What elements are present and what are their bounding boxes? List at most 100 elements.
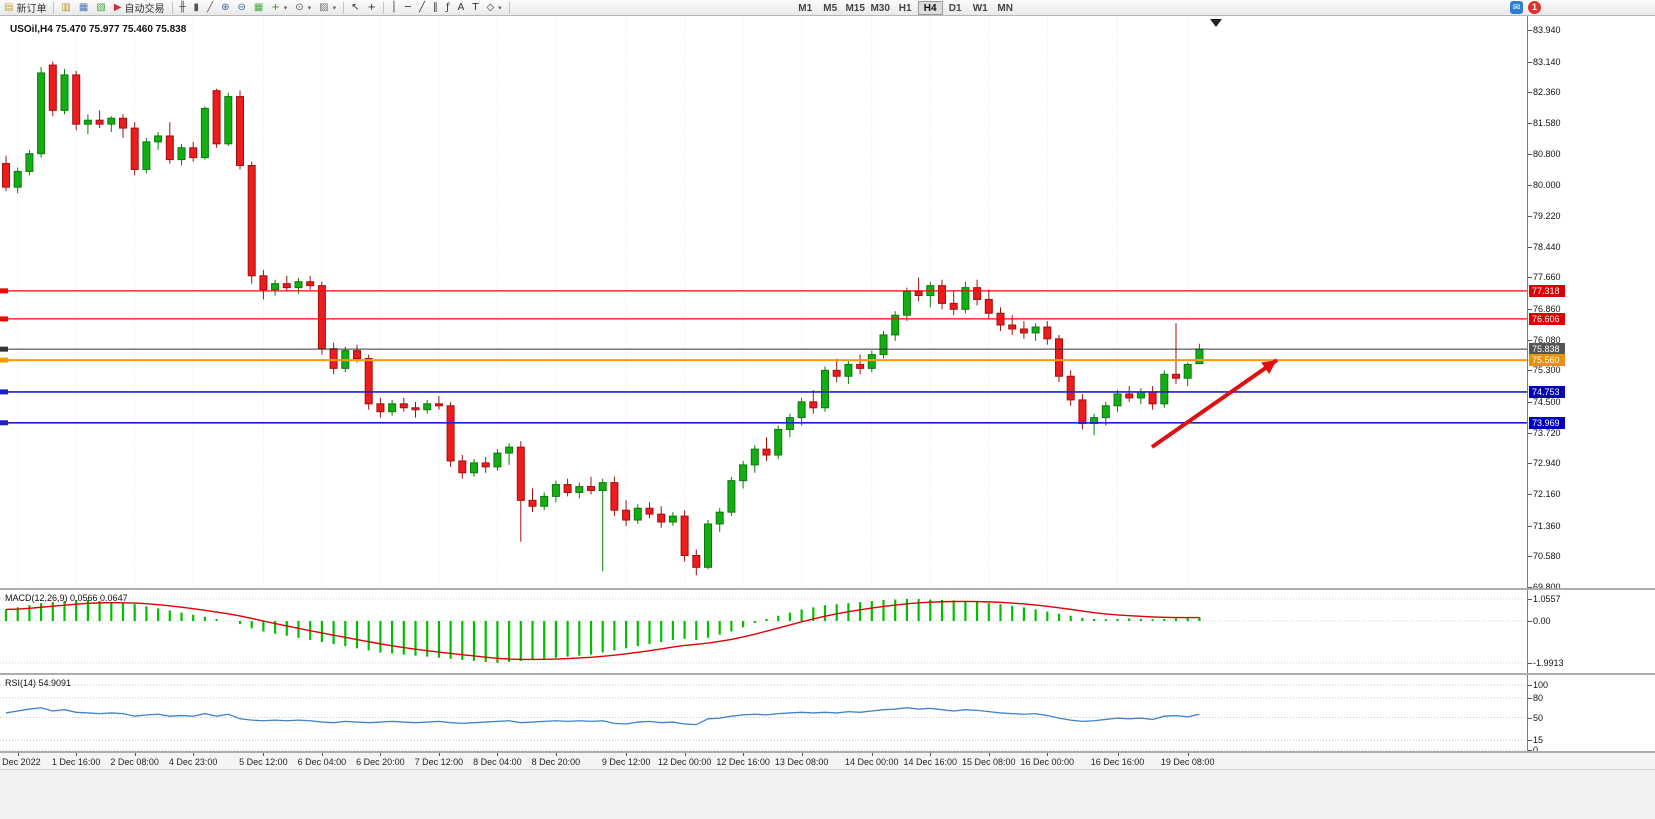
time-tick xyxy=(380,753,382,756)
timeframe-m30[interactable]: M30 xyxy=(870,2,890,14)
trendline-button[interactable]: ╱ xyxy=(415,1,429,15)
time-axis-label: 12 Dec 16:00 xyxy=(716,757,770,767)
time-tick xyxy=(438,753,440,756)
bar-chart-button[interactable]: ╫ xyxy=(176,1,190,15)
price-axis-label: 79.220 xyxy=(1533,210,1561,221)
price-line-tag: 76.606 xyxy=(1529,312,1565,325)
axis-tick xyxy=(1528,556,1532,558)
axis-tick xyxy=(1528,698,1532,699)
channel-button[interactable]: ∥ xyxy=(429,1,442,15)
timeframe-mn[interactable]: MN xyxy=(997,2,1013,14)
price-axis[interactable]: 83.940 83.140 82.360 81.580 80.800 80.000 79.2… xyxy=(1527,16,1655,592)
axis-tick xyxy=(1528,685,1532,686)
auto-trading-button-label: 自动交易 xyxy=(124,4,165,15)
periods-button[interactable]: ⊙ ▾ xyxy=(291,1,315,15)
chevron-down-icon: ▾ xyxy=(498,4,502,12)
fibonacci-button[interactable]: ƒ xyxy=(442,1,454,15)
zoom-in-button[interactable]: ⊕ xyxy=(217,1,233,15)
time-tick xyxy=(1117,753,1119,756)
macd-chart[interactable] xyxy=(0,590,1527,673)
price-line-tag: 73.969 xyxy=(1529,416,1565,429)
timeframe-m1[interactable]: M1 xyxy=(798,2,813,14)
new-order-button-label: 新订单 xyxy=(16,4,47,15)
ohlc-header: USOil,H4 75.470 75.977 75.460 75.838 xyxy=(10,24,186,35)
notification-badge[interactable]: 1 xyxy=(1528,1,1541,14)
time-axis-label: 14 Dec 00:00 xyxy=(845,757,899,767)
data-window-button[interactable]: ▦ xyxy=(75,1,92,15)
time-axis-label: 2 Dec 08:00 xyxy=(110,757,159,767)
macd-panel[interactable]: MACD(12,26,9) 0.0566 0.0647 1.0557 0.00 -1… xyxy=(0,590,1655,673)
panel-separator[interactable] xyxy=(0,751,1655,753)
auto-trading-button[interactable]: ▶ 自动交易 xyxy=(110,1,169,16)
navigator-button[interactable]: ▧ xyxy=(92,1,109,15)
crosshair-button[interactable]: + xyxy=(364,1,380,15)
price-axis-label: 77.660 xyxy=(1533,272,1561,283)
candlestick-chart-button[interactable]: ▮ xyxy=(190,1,204,15)
time-axis-label: 16 Dec 00:00 xyxy=(1020,757,1075,767)
time-axis-label: 4 Dec 23:00 xyxy=(168,757,218,767)
profiles-button[interactable]: ▥ xyxy=(57,1,74,15)
axis-tick xyxy=(1528,525,1532,527)
time-tick xyxy=(555,753,557,756)
timeframe-h1[interactable]: H1 xyxy=(898,2,912,14)
timeframe-d1[interactable]: D1 xyxy=(948,2,962,14)
cursor-button[interactable]: ↖ xyxy=(347,1,363,15)
line-chart-button[interactable]: ╱ xyxy=(203,1,217,15)
axis-tick xyxy=(1528,463,1532,465)
templates-button[interactable]: ▨ ▾ xyxy=(315,1,340,15)
axis-tick xyxy=(1528,740,1532,742)
time-tick xyxy=(743,753,745,756)
tile-windows-button[interactable]: ▦ xyxy=(250,1,267,15)
rsi-label: RSI(14) 54.9091 xyxy=(5,678,72,688)
price-axis-label: 83.940 xyxy=(1533,25,1561,35)
price-chart-panel[interactable]: USOil,H4 75.470 75.977 75.460 75.838 83.… xyxy=(0,16,1655,592)
time-axis-label: 13 Dec 08:00 xyxy=(774,757,829,767)
time-axis[interactable]: 1 Dec 2022 1 Dec 16:00 2 Dec 08:00 4 Dec 23… xyxy=(0,753,1655,769)
toolbar-separator xyxy=(343,1,345,14)
macd-axis[interactable]: 1.0557 0.00 -1.9913 xyxy=(1527,590,1655,673)
axis-tick xyxy=(1528,717,1532,719)
clock-icon: ⊙ xyxy=(295,1,304,13)
time-tick xyxy=(17,753,19,756)
text-icon: A xyxy=(457,1,465,13)
timeframe-w1[interactable]: W1 xyxy=(972,2,988,14)
channel-icon: ∥ xyxy=(432,1,438,13)
price-axis-label: 82.360 xyxy=(1533,87,1561,98)
new-order-button[interactable]: ▤ 新订单 xyxy=(0,1,50,16)
timeframe-m5[interactable]: M5 xyxy=(823,2,838,14)
time-tick xyxy=(626,753,628,756)
candlestick-chart[interactable] xyxy=(0,16,1527,588)
vertical-line-button[interactable]: │ xyxy=(387,1,401,15)
time-tick xyxy=(76,753,78,756)
rsi-axis[interactable]: 100 80 50 15 0 xyxy=(1527,675,1655,755)
time-axis-label: 8 Dec 20:00 xyxy=(531,757,581,767)
price-axis-label: 80.800 xyxy=(1533,148,1561,159)
price-axis-label: 76.080 xyxy=(1533,334,1561,345)
price-axis-label: 83.140 xyxy=(1533,56,1561,67)
toolbar-separator xyxy=(508,1,510,14)
axis-tick xyxy=(1528,277,1532,279)
zoom-out-button[interactable]: ⊖ xyxy=(233,1,249,15)
text-button[interactable]: A xyxy=(454,1,469,15)
price-axis-label: 75.300 xyxy=(1533,365,1561,376)
panel-separator[interactable] xyxy=(0,588,1655,590)
time-axis-label: 15 Dec 08:00 xyxy=(962,757,1016,767)
axis-tick xyxy=(1528,587,1532,588)
axis-tick xyxy=(1528,621,1532,622)
rsi-panel[interactable]: RSI(14) 54.9091 100 80 50 15 0 xyxy=(0,675,1655,755)
bottom-filler xyxy=(0,769,1655,819)
panel-separator[interactable] xyxy=(0,673,1655,675)
timeframe-h4[interactable]: H4 xyxy=(917,0,943,15)
label-button[interactable]: T xyxy=(468,1,482,15)
rsi-chart[interactable] xyxy=(0,675,1527,751)
zoom-out-icon: ⊖ xyxy=(237,1,246,13)
indicators-button[interactable]: + ▾ xyxy=(267,1,291,15)
zoom-in-icon: ⊕ xyxy=(221,1,230,13)
shapes-button[interactable]: ◇ ▾ xyxy=(482,1,505,15)
timeframe-m15[interactable]: M15 xyxy=(845,2,865,14)
community-icon[interactable]: ✉ xyxy=(1510,1,1523,14)
time-tick xyxy=(988,753,990,756)
horizontal-line-button[interactable]: ─ xyxy=(401,1,415,15)
axis-tick xyxy=(1528,185,1532,187)
axis-tick xyxy=(1528,308,1532,310)
